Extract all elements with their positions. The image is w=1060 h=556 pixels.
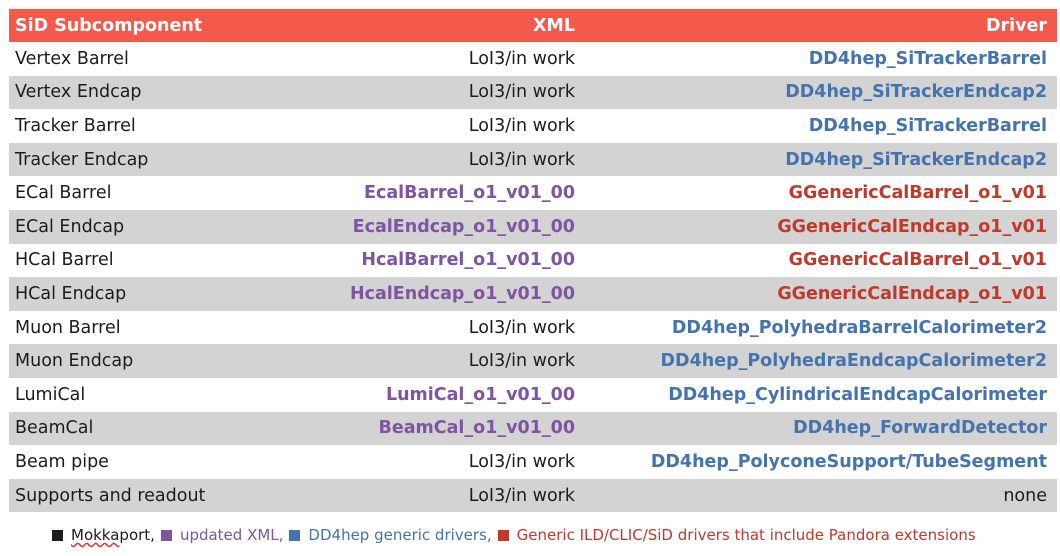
cell-subcomponent: BeamCal bbox=[15, 418, 94, 439]
header-driver: Driver bbox=[985, 15, 1047, 36]
cell-driver: DD4hep_SiTrackerEndcap2 bbox=[785, 82, 1047, 103]
cell-subcomponent: Supports and readout bbox=[15, 485, 206, 506]
cell-driver: GGenericCalBarrel_o1_v01 bbox=[788, 250, 1047, 271]
cell-subcomponent: Beam pipe bbox=[15, 451, 109, 472]
legend-mokka: Mokka port, bbox=[52, 526, 155, 544]
cell-xml: BeamCal_o1_v01_00 bbox=[378, 418, 575, 439]
cell-xml: LoI3/in work bbox=[468, 48, 575, 69]
table-row: Beam pipe LoI3/in work DD4hep_PolyconeSupp… bbox=[9, 445, 1057, 479]
cell-xml: LoI3/in work bbox=[468, 485, 575, 506]
cell-driver: none bbox=[1003, 485, 1047, 506]
cell-xml: LoI3/in work bbox=[468, 115, 575, 136]
cell-driver: DD4hep_PolyconeSupport/TubeSegment bbox=[650, 451, 1047, 472]
legend-swatch-mokka bbox=[52, 529, 63, 541]
table-row: HCal Endcap HcalEndcap_o1_v01_00 GGenericC… bbox=[9, 277, 1057, 311]
cell-subcomponent: LumiCal bbox=[15, 384, 86, 405]
cell-driver: DD4hep_PolyhedraBarrelCalorimeter2 bbox=[671, 317, 1047, 338]
cell-driver: DD4hep_ForwardDetector bbox=[793, 418, 1047, 439]
table-row: Vertex Endcap LoI3/in work DD4hep_SiTracke… bbox=[9, 75, 1057, 110]
legend-swatch-updated bbox=[160, 529, 172, 541]
cell-xml: LumiCal_o1_v01_00 bbox=[385, 384, 575, 405]
table-row: Muon Barrel LoI3/in work DD4hep_PolyhedraB… bbox=[9, 310, 1057, 345]
legend-dd4hep: DD4hep generic drivers, bbox=[289, 526, 492, 544]
cell-xml: LoI3/in work bbox=[468, 149, 575, 170]
cell-subcomponent: Muon Endcap bbox=[15, 351, 134, 372]
table-row: ECal Barrel EcalBarrel_o1_v01_00 GGenericC… bbox=[9, 176, 1057, 210]
legend-swatch-generic bbox=[497, 529, 509, 541]
header-xml: XML bbox=[532, 15, 575, 36]
table-row: LumiCal LumiCal_o1_v01_00 DD4hep_Cylindric… bbox=[9, 377, 1057, 412]
table-row: Tracker Barrel LoI3/in work DD4hep_SiTrack… bbox=[9, 109, 1057, 143]
cell-subcomponent: Tracker Endcap bbox=[15, 149, 149, 170]
cell-xml: LoI3/in work bbox=[468, 351, 575, 372]
cell-driver: GGenericCalEndcap_o1_v01 bbox=[777, 216, 1047, 237]
legend-mokka-label: Mokka bbox=[71, 526, 120, 544]
cell-subcomponent: ECal Endcap bbox=[15, 216, 125, 237]
legend-mokka-suffix: port, bbox=[119, 526, 155, 544]
cell-driver: DD4hep_SiTrackerBarrel bbox=[808, 48, 1047, 69]
table-header: SiD Subcomponent XML Driver bbox=[9, 9, 1057, 42]
cell-driver: DD4hep_CylindricalEndcapCalorimeter bbox=[668, 384, 1047, 405]
legend-swatch-dd4hep bbox=[289, 529, 301, 541]
cell-xml: HcalBarrel_o1_v01_00 bbox=[361, 250, 575, 271]
cell-xml: LoI3/in work bbox=[468, 451, 575, 472]
cell-driver: DD4hep_SiTrackerBarrel bbox=[808, 115, 1047, 136]
detector-table: SiD Subcomponent XML Driver Vertex Barre… bbox=[9, 9, 1057, 513]
cell-driver: GGenericCalBarrel_o1_v01 bbox=[788, 183, 1047, 204]
cell-xml: EcalBarrel_o1_v01_00 bbox=[364, 183, 575, 204]
cell-subcomponent: HCal Barrel bbox=[15, 250, 114, 271]
legend-generic-label: Generic ILD/CLIC/SiD drivers that includ… bbox=[516, 526, 976, 544]
table-row: HCal Barrel HcalBarrel_o1_v01_00 GGenericC… bbox=[9, 243, 1057, 278]
cell-subcomponent: Muon Barrel bbox=[15, 317, 121, 338]
table-row: Vertex Barrel LoI3/in work DD4hep_SiTracke… bbox=[9, 42, 1057, 76]
cell-subcomponent: HCal Endcap bbox=[15, 283, 127, 304]
cell-driver: DD4hep_SiTrackerEndcap2 bbox=[785, 149, 1047, 170]
table-row: ECal Endcap EcalEndcap_o1_v01_00 GGenericC… bbox=[9, 209, 1057, 244]
legend: Mokka port, updated XML, DD4hep generic … bbox=[52, 526, 982, 544]
header-subcomponent: SiD Subcomponent bbox=[15, 15, 203, 36]
cell-subcomponent: ECal Barrel bbox=[15, 183, 112, 204]
cell-driver: GGenericCalEndcap_o1_v01 bbox=[777, 283, 1047, 304]
legend-generic: Generic ILD/CLIC/SiD drivers that includ… bbox=[497, 526, 976, 544]
legend-updated-label: updated XML, bbox=[179, 526, 284, 544]
table-row: Tracker Endcap LoI3/in work DD4hep_SiTrack… bbox=[9, 142, 1057, 177]
legend-dd4hep-label: DD4hep generic drivers, bbox=[308, 526, 492, 544]
table-row: BeamCal BeamCal_o1_v01_00 DD4hep_ForwardDe… bbox=[9, 411, 1057, 446]
cell-xml: LoI3/in work bbox=[468, 82, 575, 103]
cell-xml: HcalEndcap_o1_v01_00 bbox=[349, 283, 575, 304]
table-body: Vertex Barrel LoI3/in work DD4hep_SiTracke… bbox=[9, 42, 1057, 513]
legend-updated: updated XML, bbox=[160, 526, 284, 544]
cell-subcomponent: Vertex Endcap bbox=[15, 82, 142, 103]
cell-xml: EcalEndcap_o1_v01_00 bbox=[352, 216, 575, 237]
cell-subcomponent: Vertex Barrel bbox=[15, 48, 129, 69]
table-row: Muon Endcap LoI3/in work DD4hep_PolyhedraE… bbox=[9, 344, 1057, 378]
cell-subcomponent: Tracker Barrel bbox=[15, 115, 136, 136]
cell-driver: DD4hep_PolyhedraEndcapCalorimeter2 bbox=[660, 351, 1047, 372]
table-row: Supports and readout LoI3/in work none bbox=[9, 478, 1057, 513]
cell-xml: LoI3/in work bbox=[468, 317, 575, 338]
